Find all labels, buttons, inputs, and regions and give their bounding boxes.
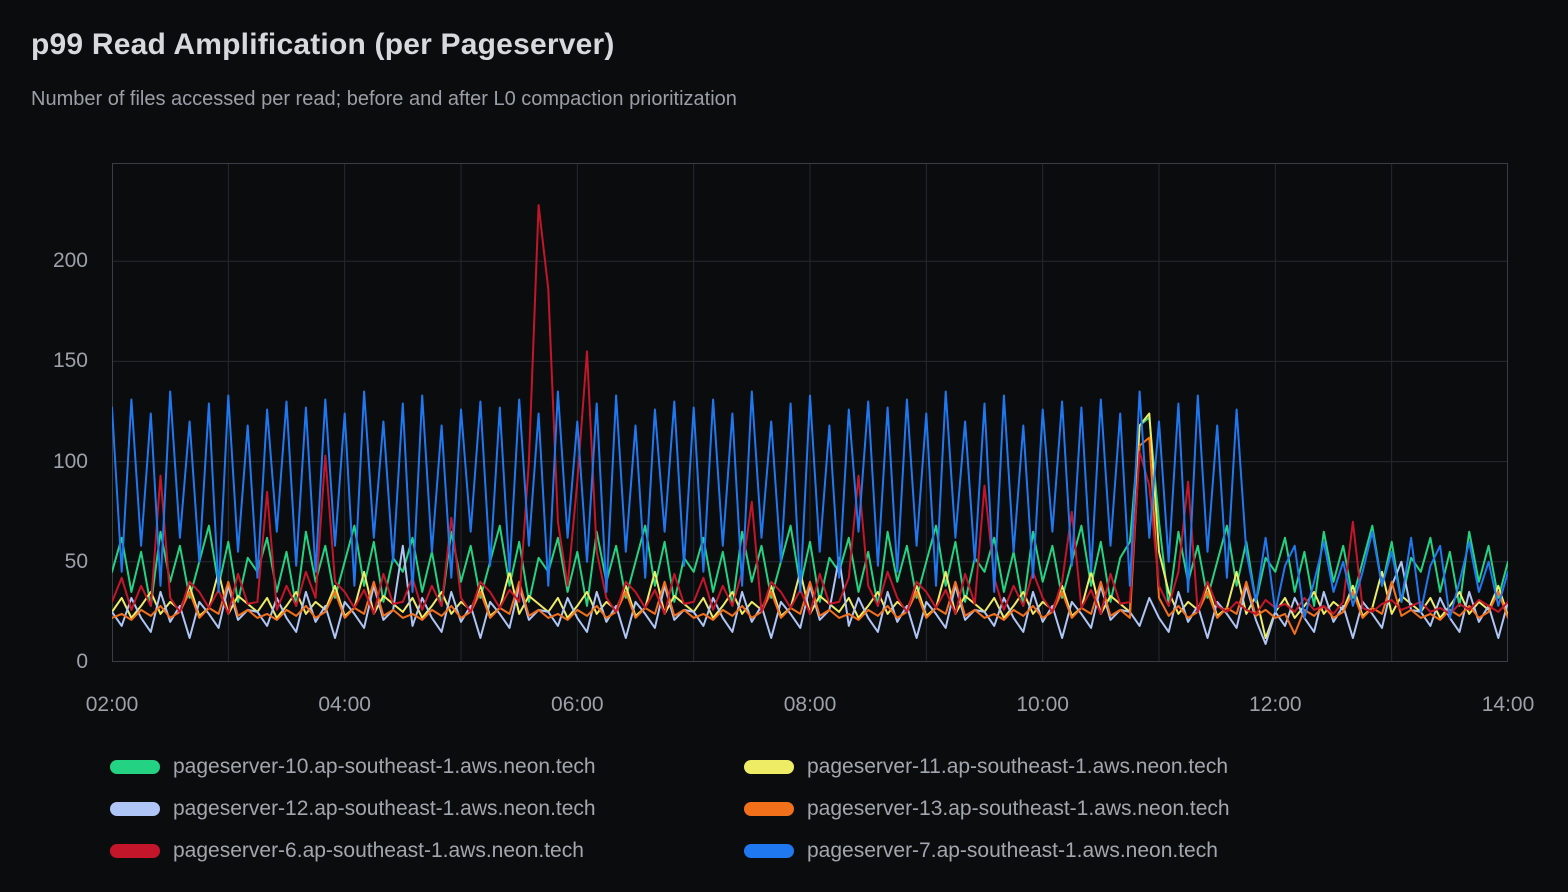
legend-label: pageserver-13.ap-southeast-1.aws.neon.te… bbox=[807, 797, 1230, 820]
legend-color-pill bbox=[110, 760, 160, 774]
x-tick-label: 10:00 bbox=[1016, 693, 1069, 716]
y-tick-label: 150 bbox=[52, 349, 88, 373]
series-line-pageserver-7 bbox=[112, 390, 1508, 619]
x-tick-label: 12:00 bbox=[1249, 693, 1302, 716]
chart-canvas[interactable] bbox=[112, 163, 1508, 662]
legend-color-pill bbox=[110, 844, 160, 858]
legend-color-pill bbox=[744, 802, 794, 816]
x-tick-label: 08:00 bbox=[783, 693, 837, 716]
legend-item-pageserver-11[interactable]: pageserver-11.ap-southeast-1.aws.neon.te… bbox=[744, 753, 1230, 781]
legend-label: pageserver-12.ap-southeast-1.aws.neon.te… bbox=[173, 797, 596, 820]
series-line-pageserver-13 bbox=[112, 436, 1508, 635]
y-tick-label: 100 bbox=[52, 449, 88, 473]
plot-area[interactable] bbox=[112, 163, 1508, 662]
legend-label: pageserver-6.ap-southeast-1.aws.neon.tec… bbox=[173, 839, 584, 862]
legend-label: pageserver-10.ap-southeast-1.aws.neon.te… bbox=[173, 755, 596, 778]
legend-label: pageserver-7.ap-southeast-1.aws.neon.tec… bbox=[807, 839, 1218, 862]
x-tick-label: 06:00 bbox=[551, 693, 604, 716]
legend-item-pageserver-13[interactable]: pageserver-13.ap-southeast-1.aws.neon.te… bbox=[744, 795, 1230, 823]
legend-item-pageserver-10[interactable]: pageserver-10.ap-southeast-1.aws.neon.te… bbox=[110, 753, 744, 781]
panel-title: p99 Read Amplification (per Pageserver) bbox=[31, 28, 615, 61]
x-tick-label: 04:00 bbox=[318, 693, 371, 716]
legend-color-pill bbox=[744, 760, 794, 774]
y-tick-label: 0 bbox=[76, 650, 88, 673]
panel-subtitle: Number of files accessed per read; befor… bbox=[31, 88, 737, 110]
legend-color-pill bbox=[110, 802, 160, 816]
legend: pageserver-10.ap-southeast-1.aws.neon.te… bbox=[110, 753, 1230, 865]
series-line-pageserver-10 bbox=[112, 416, 1508, 607]
legend-item-pageserver-7[interactable]: pageserver-7.ap-southeast-1.aws.neon.tec… bbox=[744, 837, 1230, 865]
legend-item-pageserver-12[interactable]: pageserver-12.ap-southeast-1.aws.neon.te… bbox=[110, 795, 744, 823]
legend-label: pageserver-11.ap-southeast-1.aws.neon.te… bbox=[807, 755, 1229, 778]
legend-color-pill bbox=[744, 844, 794, 858]
x-tick-label: 14:00 bbox=[1481, 693, 1535, 716]
x-tick-label: 02:00 bbox=[85, 693, 139, 716]
y-tick-label: 200 bbox=[52, 249, 88, 273]
y-tick-label: 50 bbox=[64, 549, 88, 573]
legend-item-pageserver-6[interactable]: pageserver-6.ap-southeast-1.aws.neon.tec… bbox=[110, 837, 744, 865]
